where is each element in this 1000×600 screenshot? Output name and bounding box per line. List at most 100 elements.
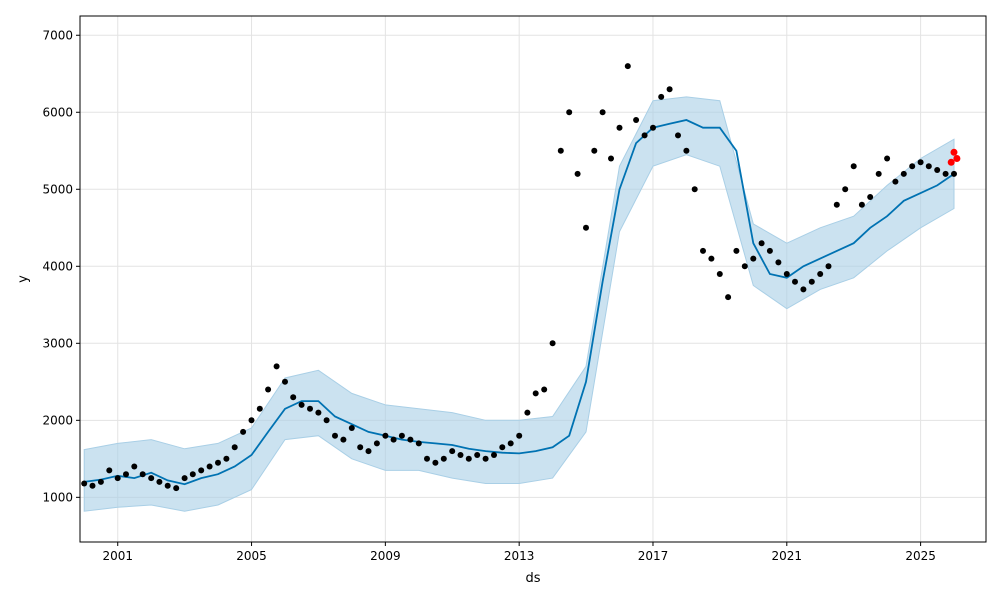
plot-frame: [79, 15, 987, 543]
observed-point: [340, 436, 347, 443]
observed-point: [282, 378, 288, 385]
observed-point: [900, 170, 907, 177]
y-tick-label: 7000: [42, 28, 73, 42]
observed-point: [382, 432, 389, 439]
highlight-point: [953, 155, 961, 162]
x-tick-label: 2013: [504, 549, 535, 563]
observed-point: [231, 444, 238, 451]
observed-point: [97, 478, 104, 485]
highlight-point: [950, 148, 958, 156]
observed-point: [248, 417, 255, 424]
x-axis-label: ds: [525, 571, 540, 586]
observed-point: [373, 440, 380, 447]
observed-point: [733, 247, 740, 254]
observed-point: [583, 224, 589, 231]
observed-point: [114, 475, 121, 482]
observed-point: [599, 109, 606, 116]
observed-point: [867, 194, 874, 200]
forecast-series-line: [84, 119, 955, 486]
observed-point: [89, 482, 96, 489]
observed-point: [833, 201, 840, 208]
observed-point: [566, 109, 573, 116]
observed-point: [131, 463, 138, 470]
observed-point: [658, 93, 665, 100]
observed-point: [884, 155, 891, 162]
observed-point: [951, 170, 957, 177]
observed-point: [407, 436, 414, 443]
observed-point: [215, 459, 221, 466]
observed-point: [725, 294, 732, 301]
observed-point: [240, 428, 247, 435]
observed-points: [81, 63, 957, 492]
y-tick-label: 3000: [42, 336, 73, 350]
observed-point: [415, 440, 422, 447]
observed-point: [482, 455, 489, 462]
observed-point: [650, 124, 656, 131]
y-axis-ticks: 1000 2000 3000 4000 5000 6000 7000: [42, 28, 80, 504]
observed-point: [850, 163, 857, 170]
observed-point: [925, 163, 932, 170]
observed-point: [106, 467, 113, 474]
observed-point: [750, 255, 757, 262]
observed-point: [775, 259, 782, 266]
y-tick-label: 2000: [42, 413, 73, 427]
observed-point: [591, 147, 598, 154]
observed-point: [641, 132, 648, 139]
observed-point: [766, 247, 773, 254]
observed-point: [290, 394, 297, 401]
observed-point: [909, 163, 916, 170]
observed-point: [256, 405, 263, 412]
observed-point: [633, 117, 640, 123]
observed-point: [315, 409, 322, 416]
x-tick-label: 2021: [772, 549, 803, 563]
observed-point: [265, 386, 272, 393]
observed-point: [532, 390, 539, 397]
observed-point: [675, 132, 681, 139]
observed-point: [624, 63, 631, 70]
observed-point: [507, 440, 514, 447]
observed-point: [81, 480, 88, 487]
observed-point: [123, 471, 129, 478]
observed-point: [465, 455, 472, 462]
observed-point: [608, 155, 614, 162]
x-axis-ticks: 2001 2005 2009 2013 2017 2021 2025: [102, 542, 936, 563]
observed-point: [783, 271, 790, 277]
observed-point: [139, 471, 146, 478]
observed-point: [541, 386, 548, 393]
observed-point: [758, 240, 765, 247]
observed-point: [616, 124, 623, 131]
observed-point: [432, 459, 439, 466]
observed-point: [181, 475, 188, 482]
observed-point: [390, 436, 397, 443]
observed-point: [474, 452, 481, 458]
observed-point: [449, 448, 456, 455]
observed-point: [273, 363, 280, 370]
observed-point: [917, 159, 924, 166]
observed-point: [800, 286, 807, 293]
observed-point: [307, 405, 313, 412]
observed-point: [683, 147, 690, 154]
x-tick-label: 2009: [370, 549, 401, 563]
observed-point: [842, 186, 849, 193]
observed-point: [148, 475, 155, 482]
observed-point: [332, 432, 338, 439]
observed-point: [156, 478, 163, 485]
observed-point: [424, 455, 430, 462]
highlight-point: [947, 158, 955, 166]
observed-point: [524, 409, 531, 416]
observed-point: [298, 401, 305, 408]
observed-point: [198, 467, 205, 474]
observed-point: [942, 170, 949, 177]
observed-point: [365, 448, 372, 455]
observed-point: [858, 201, 865, 208]
observed-point: [875, 170, 882, 177]
observed-point: [164, 482, 171, 489]
y-tick-label: 1000: [42, 490, 73, 504]
observed-point: [557, 147, 564, 154]
observed-point: [934, 167, 941, 173]
observed-point: [173, 485, 180, 492]
observed-point: [189, 471, 196, 478]
y-tick-label: 4000: [42, 259, 73, 273]
observed-point: [574, 170, 581, 177]
observed-point: [808, 278, 815, 285]
